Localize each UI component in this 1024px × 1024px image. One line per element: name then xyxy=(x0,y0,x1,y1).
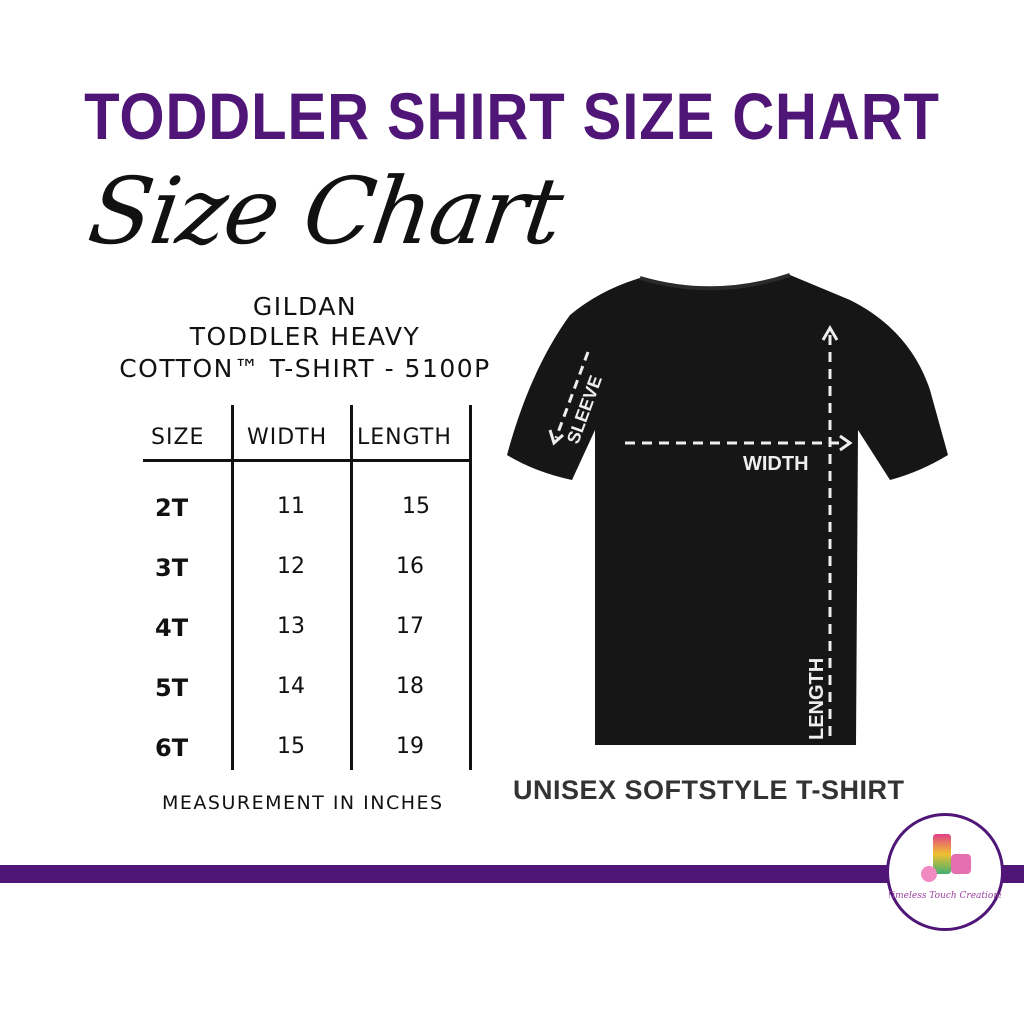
product-name: TODDLER HEAVY xyxy=(189,322,421,351)
size-cell: 3T xyxy=(155,554,189,582)
size-cell: 2T xyxy=(155,494,189,522)
width-label: WIDTH xyxy=(743,453,809,475)
length-label: LENGTH xyxy=(806,658,828,740)
width-cell: 12 xyxy=(277,554,305,579)
header-length: LENGTH xyxy=(357,425,452,450)
width-cell: 11 xyxy=(277,494,305,519)
width-cell: 15 xyxy=(277,734,305,759)
length-cell: 15 xyxy=(402,494,430,519)
tshirt-icon xyxy=(507,275,948,745)
column-divider xyxy=(350,405,353,770)
logo-image: Timeless Touch Creations xyxy=(886,834,1004,901)
shirt-style-label: UNISEX SOFTSTYLE T-SHIRT xyxy=(513,775,905,805)
page-title: TODDLER SHIRT SIZE CHART xyxy=(84,79,940,153)
header-width: WIDTH xyxy=(247,425,328,450)
length-cell: 19 xyxy=(396,734,424,759)
header-size: SIZE xyxy=(151,425,205,450)
column-divider xyxy=(469,405,472,770)
size-cell: 5T xyxy=(155,674,189,702)
length-cell: 18 xyxy=(396,674,424,699)
footer-bar xyxy=(0,865,1024,883)
brand-logo: Timeless Touch Creations xyxy=(886,813,1004,931)
column-divider xyxy=(231,405,234,770)
script-heading: Size Chart xyxy=(82,158,568,265)
length-cell: 17 xyxy=(396,614,424,639)
product-brand: GILDAN xyxy=(252,292,358,321)
width-cell: 13 xyxy=(277,614,305,639)
length-cell: 16 xyxy=(396,554,424,579)
width-cell: 14 xyxy=(277,674,305,699)
sleeve-arrow xyxy=(554,351,590,439)
svg-text:Timeless Touch Creations: Timeless Touch Creations xyxy=(889,891,1001,901)
measurement-note: MEASUREMENT IN INCHES xyxy=(162,792,444,814)
tshirt-diagram: WIDTH LENGTH SLEEVE xyxy=(507,273,948,745)
header-divider xyxy=(143,459,472,462)
product-model: COTTON™ T-SHIRT - 5100P xyxy=(119,354,491,383)
size-cell: 4T xyxy=(155,614,189,642)
size-cell: 6T xyxy=(155,734,189,762)
